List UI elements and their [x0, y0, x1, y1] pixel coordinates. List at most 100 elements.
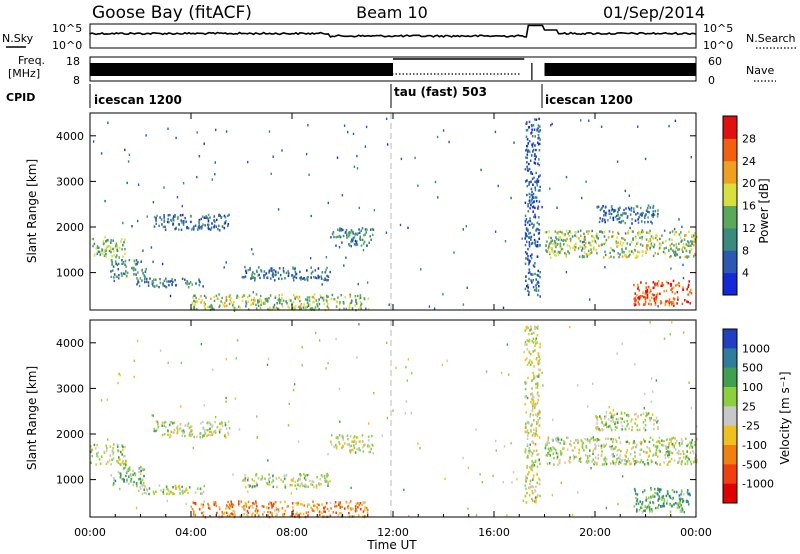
data-cell [335, 236, 337, 239]
data-cell [134, 268, 137, 271]
data-cell [327, 473, 329, 477]
data-cell [273, 306, 275, 309]
data-cell [266, 276, 268, 280]
data-cell [118, 456, 120, 459]
data-cell [535, 180, 538, 184]
data-cell [587, 457, 589, 460]
data-cell [537, 375, 539, 378]
data-cell [339, 234, 341, 238]
data-cell [621, 251, 624, 254]
data-cell [628, 442, 631, 445]
data-cell [310, 483, 312, 486]
data-cell [228, 507, 231, 510]
data-cell [686, 491, 689, 494]
data-cell [623, 420, 626, 423]
data-cell [338, 434, 341, 437]
data-cell [539, 494, 541, 498]
data-cell [532, 413, 534, 417]
data-cell [528, 196, 531, 199]
y-tick-label: 4000 [56, 130, 84, 143]
data-cell [533, 365, 535, 368]
data-cell [110, 239, 112, 242]
data-cell [671, 290, 674, 294]
data-cell [214, 220, 216, 223]
data-cell [205, 215, 207, 218]
data-cell [670, 457, 673, 461]
data-cell [342, 438, 345, 441]
data-cell [641, 294, 644, 298]
data-cell [532, 432, 535, 435]
data-cell [557, 253, 560, 256]
data-cell [327, 302, 329, 306]
data-cell [644, 214, 646, 217]
data-cell [669, 244, 672, 247]
data-cell [525, 326, 528, 329]
data-cell [238, 305, 240, 308]
data-cell [327, 484, 329, 487]
data-cell [116, 445, 119, 448]
data-cell [596, 439, 598, 443]
data-cell [526, 343, 528, 346]
data-cell [537, 189, 540, 192]
data-cell [678, 494, 681, 497]
data-cell [648, 440, 651, 444]
data-cell [354, 505, 357, 508]
data-cell [117, 268, 120, 271]
data-cell [351, 240, 354, 243]
data-cell [671, 287, 673, 290]
data-cell [503, 445, 506, 448]
data-cell [586, 461, 589, 465]
data-cell [105, 462, 108, 465]
data-cell [666, 438, 668, 441]
data-cell [350, 240, 352, 243]
data-cell [311, 508, 314, 511]
data-cell [615, 460, 618, 464]
data-cell [533, 449, 535, 453]
data-cell [579, 458, 581, 461]
data-cell [600, 125, 603, 128]
data-cell [321, 503, 323, 506]
data-cell [637, 301, 639, 304]
data-cell [534, 196, 537, 199]
data-cell [551, 122, 553, 126]
data-cell [143, 274, 145, 277]
data-cell [291, 502, 294, 505]
data-cell [650, 508, 653, 511]
data-cell [614, 215, 617, 219]
data-cell [208, 305, 211, 309]
data-cell [628, 194, 630, 197]
data-cell [614, 447, 616, 450]
data-cell [647, 461, 649, 465]
data-cell [586, 455, 589, 458]
data-cell [202, 427, 204, 430]
data-cell [675, 246, 678, 249]
data-cell [149, 277, 151, 280]
data-cell [334, 501, 337, 504]
data-cell [257, 509, 259, 512]
data-cell [536, 340, 539, 344]
data-cell [690, 240, 692, 243]
data-cell [121, 445, 124, 448]
data-cell [400, 157, 403, 161]
data-cell [316, 476, 318, 479]
data-cell [281, 296, 283, 300]
data-cell [529, 172, 532, 175]
data-cell [113, 478, 115, 482]
data-cell [529, 231, 532, 235]
data-cell [625, 455, 627, 458]
data-cell [218, 429, 221, 432]
data-cell [530, 325, 532, 328]
data-cell [585, 461, 588, 464]
data-cell [363, 234, 365, 237]
data-cell [531, 423, 533, 426]
data-cell [605, 411, 608, 414]
data-cell [175, 284, 177, 287]
data-cell [246, 509, 249, 513]
data-cell [615, 241, 618, 245]
data-cell [532, 148, 535, 152]
data-cell [614, 421, 617, 424]
data-cell [622, 241, 625, 245]
data-cell [608, 212, 611, 215]
data-cell [690, 156, 692, 159]
data-cell [535, 449, 538, 452]
